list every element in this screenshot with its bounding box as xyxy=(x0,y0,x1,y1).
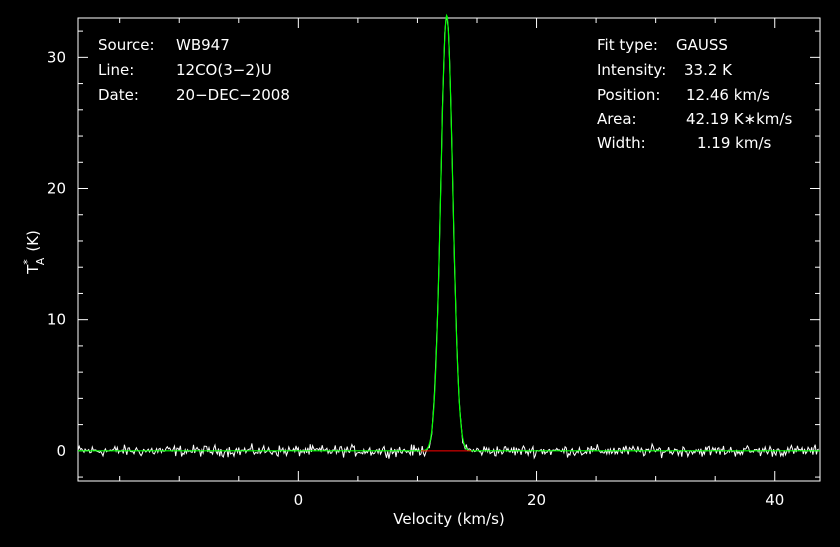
info-source-key: Source: xyxy=(98,36,155,54)
axis-ticks xyxy=(78,18,820,481)
fit-type-value: GAUSS xyxy=(676,36,728,54)
info-date-value: 20−DEC−2008 xyxy=(176,86,290,104)
fit-area-key: Area: xyxy=(597,110,637,128)
svg-text:T*A(K): T*A (K) xyxy=(21,230,47,275)
y-tick-label: 30 xyxy=(47,48,66,66)
y-axis-label-subscript: A xyxy=(34,257,47,265)
fit-intensity-value: 33.2 K xyxy=(684,61,733,79)
y-axis-label-unit: (K) xyxy=(24,230,42,252)
y-axis-label-symbol: T xyxy=(24,264,42,275)
fit-position-key: Position: xyxy=(597,86,660,104)
fit-position-value: 12.46 km/s xyxy=(686,86,770,104)
info-line-key: Line: xyxy=(98,61,134,79)
x-tick-label: 20 xyxy=(527,491,546,509)
fit-results: Fit type: GAUSS Intensity: 33.2 K Positi… xyxy=(597,36,792,152)
gauss-fit-line xyxy=(78,13,820,452)
info-date-key: Date: xyxy=(98,86,139,104)
y-tick-label: 20 xyxy=(47,180,66,198)
y-tick-label: 0 xyxy=(56,442,66,460)
fit-type-key: Fit type: xyxy=(597,36,658,54)
y-axis-label-superscript: * xyxy=(21,259,34,265)
y-axis-label: T*A (K) xyxy=(21,230,47,275)
fit-intensity-key: Intensity: xyxy=(597,61,666,79)
axis-tick-labels: 0 20 40 0 10 20 30 xyxy=(47,48,784,509)
plot-frame xyxy=(77,17,821,482)
x-axis-label: Velocity (km/s) xyxy=(393,510,504,528)
observation-info: Source: WB947 Line: 12CO(3−2)U Date: 20−… xyxy=(98,36,290,104)
x-tick-label: 40 xyxy=(765,491,784,509)
x-tick-label: 0 xyxy=(294,491,304,509)
fit-width-key: Width: xyxy=(597,134,646,152)
info-source-value: WB947 xyxy=(176,36,230,54)
info-line-value: 12CO(3−2)U xyxy=(176,61,272,79)
fit-area-value: 42.19 K∗km/s xyxy=(686,110,792,128)
y-tick-label: 10 xyxy=(47,311,66,329)
fit-width-value: 1.19 km/s xyxy=(697,134,772,152)
